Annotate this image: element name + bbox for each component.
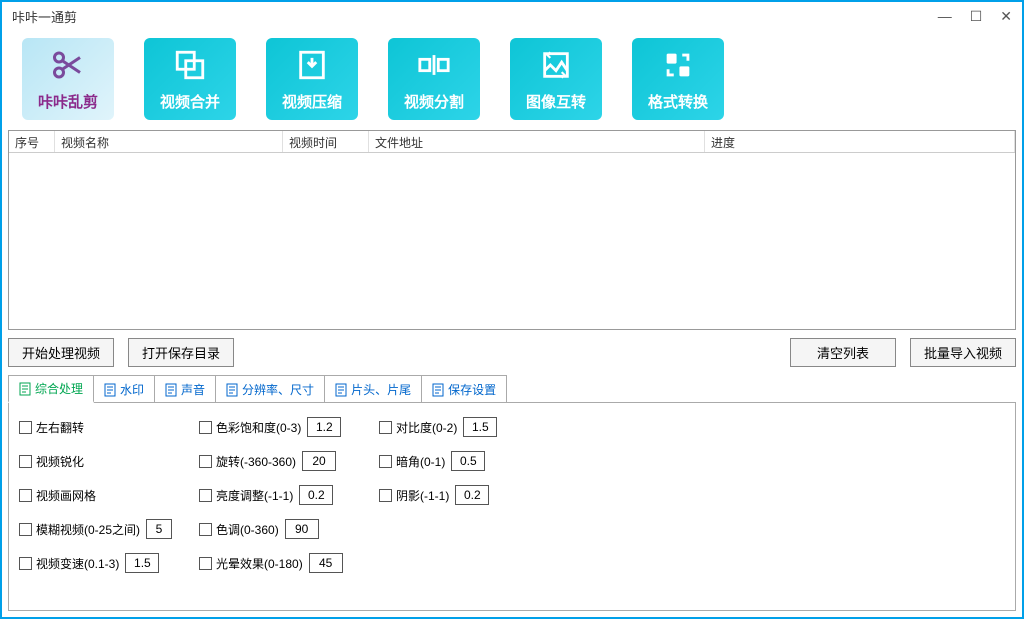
label-grid: 视频画网格 bbox=[36, 487, 96, 504]
tab-audio[interactable]: 声音 bbox=[154, 375, 216, 403]
checkbox-blur[interactable] bbox=[19, 523, 32, 536]
doc-icon bbox=[104, 383, 116, 397]
label-shadow: 阴影(-1-1) bbox=[396, 487, 449, 504]
doc-icon bbox=[432, 383, 444, 397]
label-halo: 光晕效果(0-180) bbox=[216, 555, 303, 572]
tab-label: 片头、片尾 bbox=[351, 381, 411, 398]
doc-icon bbox=[165, 383, 177, 397]
batch-import-button[interactable]: 批量导入视频 bbox=[910, 338, 1016, 367]
tab-label: 水印 bbox=[120, 381, 144, 398]
tool-compress[interactable]: 视频压缩 bbox=[266, 38, 358, 120]
settings-tabs: 综合处理 水印 声音 分辨率、尺寸 片头、片尾 bbox=[8, 375, 1016, 403]
label-hue: 色调(0-360) bbox=[216, 521, 279, 538]
col-seq[interactable]: 序号 bbox=[9, 131, 55, 152]
label-rotate: 旋转(-360-360) bbox=[216, 453, 296, 470]
label-blur: 模糊视频(0-25之间) bbox=[36, 521, 140, 538]
tab-label: 保存设置 bbox=[448, 381, 496, 398]
label-sharpen: 视频锐化 bbox=[36, 453, 84, 470]
input-rotate[interactable]: 20 bbox=[302, 451, 336, 471]
col-path[interactable]: 文件地址 bbox=[369, 131, 705, 152]
label-vignette: 暗角(0-1) bbox=[396, 453, 445, 470]
checkbox-saturation[interactable] bbox=[199, 421, 212, 434]
checkbox-brightness[interactable] bbox=[199, 489, 212, 502]
checkbox-speed[interactable] bbox=[19, 557, 32, 570]
col-progress[interactable]: 进度 bbox=[705, 131, 1015, 152]
convert-icon bbox=[660, 47, 696, 83]
checkbox-flip-lr[interactable] bbox=[19, 421, 32, 434]
label-flip-lr: 左右翻转 bbox=[36, 419, 84, 436]
tool-label: 图像互转 bbox=[526, 91, 586, 112]
tab-label: 分辨率、尺寸 bbox=[242, 381, 314, 398]
label-contrast: 对比度(0-2) bbox=[396, 419, 457, 436]
doc-icon bbox=[19, 382, 31, 396]
titlebar: 咔咔一通剪 — ☐ ✕ bbox=[2, 2, 1022, 30]
image-swap-icon bbox=[538, 47, 574, 83]
input-hue[interactable]: 90 bbox=[285, 519, 319, 539]
tab-intro-outro[interactable]: 片头、片尾 bbox=[324, 375, 422, 403]
label-brightness: 亮度调整(-1-1) bbox=[216, 487, 293, 504]
checkbox-rotate[interactable] bbox=[199, 455, 212, 468]
clear-list-button[interactable]: 清空列表 bbox=[790, 338, 896, 367]
input-brightness[interactable]: 0.2 bbox=[299, 485, 333, 505]
settings-area: 综合处理 水印 声音 分辨率、尺寸 片头、片尾 bbox=[8, 375, 1016, 611]
window-title: 咔咔一通剪 bbox=[12, 7, 77, 26]
tool-split[interactable]: 视频分割 bbox=[388, 38, 480, 120]
main-toolbar: 咔咔乱剪 视频合并 视频压缩 视频分割 图像互转 bbox=[2, 30, 1022, 130]
tool-label: 视频压缩 bbox=[282, 91, 342, 112]
tool-label: 视频分割 bbox=[404, 91, 464, 112]
checkbox-contrast[interactable] bbox=[379, 421, 392, 434]
table-header: 序号 视频名称 视频时间 文件地址 进度 bbox=[9, 131, 1015, 153]
tool-label: 格式转换 bbox=[648, 91, 708, 112]
tool-merge[interactable]: 视频合并 bbox=[144, 38, 236, 120]
video-table: 序号 视频名称 视频时间 文件地址 进度 bbox=[8, 130, 1016, 330]
compress-icon bbox=[294, 47, 330, 83]
tool-label: 视频合并 bbox=[160, 91, 220, 112]
open-save-dir-button[interactable]: 打开保存目录 bbox=[128, 338, 234, 367]
tab-resolution[interactable]: 分辨率、尺寸 bbox=[215, 375, 325, 403]
tool-format-convert[interactable]: 格式转换 bbox=[632, 38, 724, 120]
input-blur[interactable]: 5 bbox=[146, 519, 172, 539]
label-speed: 视频变速(0.1-3) bbox=[36, 555, 119, 572]
checkbox-shadow[interactable] bbox=[379, 489, 392, 502]
minimize-button[interactable]: — bbox=[938, 8, 952, 25]
doc-icon bbox=[335, 383, 347, 397]
doc-icon bbox=[226, 383, 238, 397]
input-vignette[interactable]: 0.5 bbox=[451, 451, 485, 471]
tab-label: 综合处理 bbox=[35, 380, 83, 397]
input-shadow[interactable]: 0.2 bbox=[455, 485, 489, 505]
tool-image-convert[interactable]: 图像互转 bbox=[510, 38, 602, 120]
tool-label: 咔咔乱剪 bbox=[38, 91, 98, 112]
split-icon bbox=[416, 47, 452, 83]
input-saturation[interactable]: 1.2 bbox=[307, 417, 341, 437]
col-time[interactable]: 视频时间 bbox=[283, 131, 369, 152]
tab-label: 声音 bbox=[181, 381, 205, 398]
start-process-button[interactable]: 开始处理视频 bbox=[8, 338, 114, 367]
checkbox-sharpen[interactable] bbox=[19, 455, 32, 468]
input-contrast[interactable]: 1.5 bbox=[463, 417, 497, 437]
checkbox-vignette[interactable] bbox=[379, 455, 392, 468]
checkbox-grid[interactable] bbox=[19, 489, 32, 502]
tool-random-cut[interactable]: 咔咔乱剪 bbox=[22, 38, 114, 120]
scissors-icon bbox=[50, 47, 86, 83]
tab-general[interactable]: 综合处理 bbox=[8, 375, 94, 403]
window-controls: — ☐ ✕ bbox=[938, 8, 1012, 25]
settings-panel: 左右翻转 色彩饱和度(0-3) 1.2 对比度(0-2) 1.5 bbox=[8, 402, 1016, 611]
col-name[interactable]: 视频名称 bbox=[55, 131, 283, 152]
action-buttons: 开始处理视频 打开保存目录 清空列表 批量导入视频 bbox=[8, 336, 1016, 369]
input-halo[interactable]: 45 bbox=[309, 553, 343, 573]
tab-watermark[interactable]: 水印 bbox=[93, 375, 155, 403]
content-area: 序号 视频名称 视频时间 文件地址 进度 开始处理视频 打开保存目录 清空列表 … bbox=[2, 130, 1022, 617]
tab-save-settings[interactable]: 保存设置 bbox=[421, 375, 507, 403]
merge-icon bbox=[172, 47, 208, 83]
checkbox-hue[interactable] bbox=[199, 523, 212, 536]
input-speed[interactable]: 1.5 bbox=[125, 553, 159, 573]
checkbox-halo[interactable] bbox=[199, 557, 212, 570]
app-window: 咔咔一通剪 — ☐ ✕ 咔咔乱剪 视频合并 视频压缩 bbox=[0, 0, 1024, 619]
maximize-button[interactable]: ☐ bbox=[970, 8, 983, 25]
close-button[interactable]: ✕ bbox=[1000, 8, 1012, 25]
label-saturation: 色彩饱和度(0-3) bbox=[216, 419, 301, 436]
